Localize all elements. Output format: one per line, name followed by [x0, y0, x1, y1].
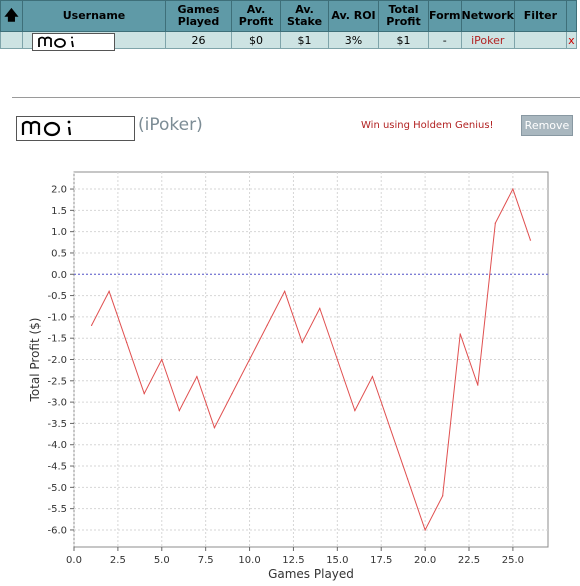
data-point	[512, 188, 514, 190]
player-stats-table: 🡅 Username Games Played Av. Profit Av. Stak…	[0, 0, 577, 49]
data-point	[161, 358, 163, 361]
data-point	[371, 375, 374, 378]
x-tick-label: 15.0	[326, 555, 348, 566]
promo-link[interactable]: Win using Holdem Genius!	[361, 120, 494, 131]
data-point	[108, 290, 110, 292]
data-point	[424, 529, 426, 531]
player-signature-image	[16, 116, 135, 141]
av-profit-cell: $0	[231, 31, 281, 49]
data-point	[178, 410, 180, 412]
header-spacer	[565, 0, 577, 32]
data-point	[284, 290, 286, 292]
data-point	[477, 384, 479, 386]
data-point	[126, 341, 128, 344]
x-tick-label: 25.0	[502, 555, 524, 566]
y-tick-label: 1.5	[51, 206, 67, 217]
up-arrow-icon: 🡅	[4, 7, 19, 24]
player-network-label: (iPoker)	[138, 115, 203, 135]
y-tick-label: 0.5	[51, 248, 67, 259]
data-point	[266, 324, 268, 327]
total-profit-column-header[interactable]: Total Profit	[378, 0, 429, 32]
y-tick-label: -2.5	[47, 376, 67, 387]
data-point	[406, 478, 409, 480]
data-point	[354, 410, 356, 412]
total-profit-cell: $1	[378, 31, 429, 49]
games-played-cell: 26	[165, 31, 232, 49]
y-tick-label: -5.5	[47, 504, 67, 515]
section-divider	[12, 97, 580, 98]
data-point	[143, 392, 145, 395]
data-point	[319, 307, 321, 309]
remove-button[interactable]: Remove	[521, 115, 573, 136]
data-point	[336, 358, 338, 361]
form-column-header[interactable]: Form	[428, 0, 462, 32]
games-played-column-header[interactable]: Games Played	[165, 0, 232, 32]
y-tick-label: 2.0	[51, 185, 67, 196]
x-tick-label: 12.5	[282, 555, 304, 566]
network-column-header[interactable]: Network	[460, 0, 515, 32]
data-point	[529, 239, 532, 241]
y-tick-label: -3.5	[47, 419, 67, 430]
data-point	[442, 495, 444, 497]
data-point	[389, 427, 391, 429]
y-tick-label: 0.0	[51, 270, 67, 281]
row-blank-cell	[0, 31, 23, 49]
data-point	[494, 222, 496, 224]
table-header-row: 🡅 Username Games Played Av. Profit Av. Stak…	[0, 0, 577, 32]
y-tick-label: -1.5	[47, 334, 67, 345]
data-point	[213, 427, 216, 429]
x-tick-label: 7.5	[198, 555, 214, 566]
data-point	[301, 341, 303, 344]
username-column-header[interactable]: Username	[22, 0, 166, 32]
username-signature-image	[32, 33, 115, 51]
filter-column-header[interactable]: Filter	[513, 0, 567, 32]
y-tick-label: 1.0	[51, 227, 67, 238]
x-tick-label: 5.0	[154, 555, 170, 566]
delete-row-button[interactable]: x	[565, 31, 577, 49]
y-tick-label: -0.5	[47, 291, 67, 302]
profit-series-line	[91, 187, 531, 532]
total-profit-chart: 0.0 2.5 5.0 7.5 10.0 12.5 15.0 17.5 20.0 22.5 25.0…	[28, 171, 549, 581]
y-tick-label: -2.0	[47, 355, 67, 366]
network-cell: iPoker	[460, 31, 515, 49]
y-tick-label: -6.0	[47, 525, 67, 536]
data-point	[459, 333, 461, 335]
y-tick-label: -3.0	[47, 398, 67, 409]
x-tick-label: 20.0	[414, 555, 436, 566]
x-tick-label: 0.0	[66, 555, 82, 566]
data-point	[231, 392, 233, 395]
av-roi-column-header[interactable]: Av. ROI	[328, 0, 379, 32]
y-tick-label: -5.0	[47, 483, 67, 494]
data-point	[196, 375, 198, 378]
data-point	[248, 358, 251, 361]
data-point	[90, 324, 93, 327]
y-axis-label: Total Profit ($)	[28, 318, 42, 403]
av-profit-column-header[interactable]: Av. Profit	[231, 0, 281, 32]
y-tick-label: -4.0	[47, 440, 67, 451]
x-tick-label: 22.5	[458, 555, 480, 566]
x-tick-label: 17.5	[370, 555, 392, 566]
av-stake-column-header[interactable]: Av. Stake	[280, 0, 329, 32]
x-tick-label: 10.0	[238, 555, 260, 566]
filter-cell[interactable]	[513, 31, 567, 49]
y-tick-label: -4.5	[47, 462, 67, 473]
y-tick-label: -1.0	[47, 312, 67, 323]
form-cell: -	[428, 31, 462, 49]
x-axis-label: Games Played	[268, 567, 354, 581]
sort-column-header[interactable]: 🡅	[0, 0, 23, 32]
av-stake-cell: $1	[280, 31, 329, 49]
av-roi-cell: 3%	[328, 31, 379, 49]
x-tick-label: 2.5	[110, 555, 126, 566]
